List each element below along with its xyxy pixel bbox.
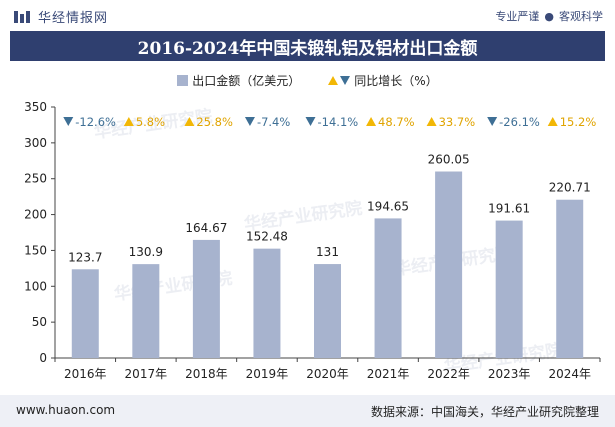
growth-label: 5.8% <box>136 115 165 129</box>
growth-label: -12.6% <box>75 115 116 129</box>
footer-source: 数据来源：中国海关，华经产业研究院整理 <box>370 405 599 419</box>
x-tick-label: 2016年 <box>64 367 107 381</box>
brand[interactable]: 华经情报网 <box>14 7 108 26</box>
bar <box>495 220 523 358</box>
x-tick-label: 2018年 <box>185 367 228 381</box>
data-label: 194.65 <box>367 199 409 213</box>
bar <box>71 269 99 358</box>
legend-item-growth[interactable]: 同比增长（%） <box>328 72 438 89</box>
footer-url[interactable]: www.huaon.com <box>16 403 116 417</box>
data-label: 220.71 <box>549 181 591 195</box>
x-tick-label: 2019年 <box>246 367 289 381</box>
growth-down-marker <box>244 117 255 126</box>
data-label: 123.7 <box>68 250 102 264</box>
legend-label: 出口金额（亿美元） <box>192 74 301 88</box>
chart-legend: 出口金额（亿美元） 同比增长（%） <box>0 72 615 89</box>
growth-label: -14.1% <box>318 115 359 129</box>
slogan-tag: 客观科学 <box>559 10 603 23</box>
value-labels: 123.7 130.9 164.67 152.48 131 194.65 260.05 191… <box>68 153 591 265</box>
y-tick-label: 300 <box>24 136 47 150</box>
legend-item-export[interactable]: 出口金额（亿美元） <box>177 72 300 89</box>
brand-name: 华经情报网 <box>38 11 109 26</box>
growth-label: -26.1% <box>499 115 540 129</box>
bar <box>435 171 463 358</box>
slogan-tags: 专业严谨 ● 客观科学 <box>495 8 603 24</box>
legend-bar-swatch-icon <box>177 75 189 86</box>
x-tick-label: 2017年 <box>125 367 168 381</box>
legend-label: 同比增长（%） <box>354 74 438 88</box>
growth-up-marker <box>547 117 558 126</box>
growth-down-marker <box>487 117 498 126</box>
bar <box>374 218 402 358</box>
growth-down-marker <box>63 117 74 126</box>
x-tick-label: 2024年 <box>548 367 591 381</box>
x-tick-label: 2022年 <box>427 367 470 381</box>
x-tick-label: 2021年 <box>367 367 410 381</box>
chart-canvas: 华经产业研究院华经产业研究院华经产业研究院华经产业研究院华经产业研究院 0501… <box>24 100 601 381</box>
growth-down-marker <box>305 117 316 126</box>
data-label: 260.05 <box>428 153 470 167</box>
brand-logo-icon <box>14 10 30 23</box>
top-bar: 华经情报网 专业严谨 ● 客观科学 <box>0 0 615 30</box>
y-tick-label: 150 <box>24 243 47 257</box>
data-label: 191.61 <box>488 202 530 216</box>
growth-up-marker <box>123 117 134 126</box>
growth-up-marker <box>426 117 437 126</box>
y-tick-label: 250 <box>24 172 47 186</box>
growth-label: 15.2% <box>560 115 597 129</box>
bar <box>253 248 281 358</box>
separator-dot-icon: ● <box>544 10 554 23</box>
y-tick-label: 100 <box>24 279 47 293</box>
y-tick-label: 350 <box>24 100 47 114</box>
x-tick-label: 2020年 <box>306 367 349 381</box>
legend-triangle-icon <box>328 75 351 86</box>
growth-label: 33.7% <box>439 115 476 129</box>
data-label: 164.67 <box>185 221 227 235</box>
title-bar: 2016-2024年中国未锻轧铝及铝材出口金额 <box>10 31 605 61</box>
bar <box>132 264 160 358</box>
x-tick-label: 2023年 <box>488 367 531 381</box>
growth-markers: -12.6% 5.8% 25.8% -7.4% -14.1% 48.7% 33.7% -26.… <box>63 115 596 129</box>
bar <box>192 239 220 358</box>
bar <box>556 199 584 358</box>
chart-title: 2016-2024年中国未锻轧铝及铝材出口金额 <box>137 38 478 59</box>
growth-label: 48.7% <box>378 115 415 129</box>
growth-up-marker <box>366 117 377 126</box>
growth-label: -7.4% <box>257 115 290 129</box>
slogan-tag: 专业严谨 <box>495 10 540 23</box>
growth-label: 25.8% <box>196 115 233 129</box>
y-tick-label: 0 <box>39 351 47 365</box>
data-label: 131 <box>316 245 339 259</box>
bars <box>71 171 584 358</box>
y-tick-label: 200 <box>24 208 47 222</box>
data-label: 130.9 <box>129 245 163 259</box>
data-label: 152.48 <box>246 230 288 244</box>
y-tick-label: 50 <box>32 315 47 329</box>
footer: www.huaon.com 数据来源：中国海关，华经产业研究院整理 <box>0 395 615 427</box>
bar <box>314 264 341 358</box>
growth-up-marker <box>184 117 195 126</box>
